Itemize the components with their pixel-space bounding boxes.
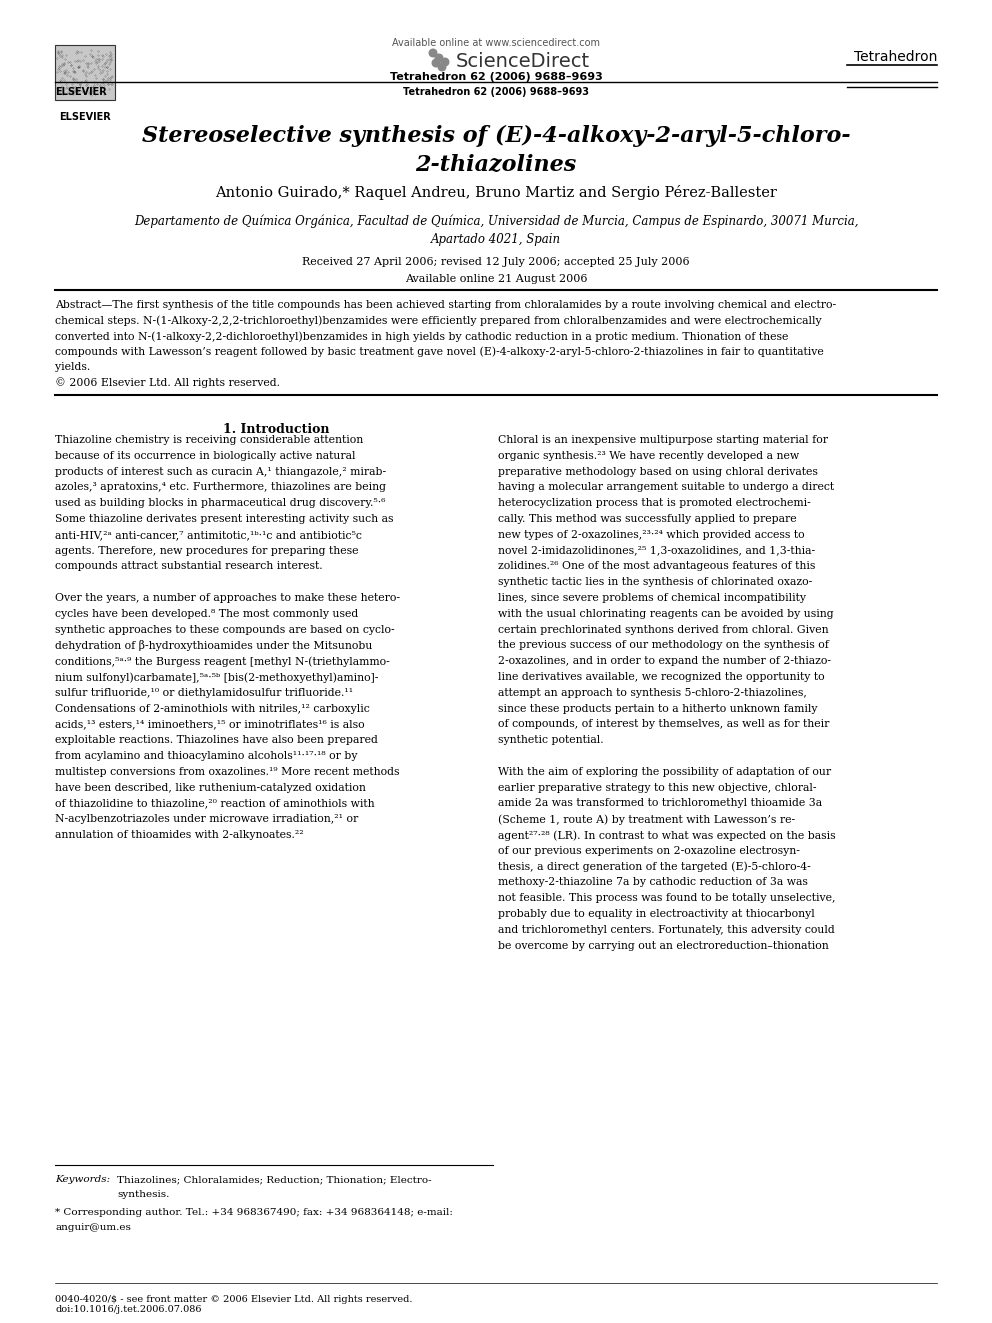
Text: 0040-4020/$ - see front matter © 2006 Elsevier Ltd. All rights reserved.
doi:10.: 0040-4020/$ - see front matter © 2006 El… (55, 1295, 413, 1314)
Text: azoles,³ apratoxins,⁴ etc. Furthermore, thiazolines are being: azoles,³ apratoxins,⁴ etc. Furthermore, … (55, 483, 386, 492)
Text: (Scheme 1, route A) by treatment with Lawesson’s re-: (Scheme 1, route A) by treatment with La… (498, 814, 796, 824)
Text: Antonio Guirado,* Raquel Andreu, Bruno Martiz and Sergio Pérez-Ballester: Antonio Guirado,* Raquel Andreu, Bruno M… (215, 185, 777, 200)
Text: attempt an approach to synthesis 5-chloro-2-thiazolines,: attempt an approach to synthesis 5-chlor… (498, 688, 806, 697)
Text: agents. Therefore, new procedures for preparing these: agents. Therefore, new procedures for pr… (55, 545, 358, 556)
Text: Condensations of 2-aminothiols with nitriles,¹² carboxylic: Condensations of 2-aminothiols with nitr… (55, 704, 370, 713)
Text: Over the years, a number of approaches to make these hetero-: Over the years, a number of approaches t… (55, 593, 400, 603)
Text: synthetic tactic lies in the synthesis of chlorinated oxazo-: synthetic tactic lies in the synthesis o… (498, 577, 812, 587)
Circle shape (430, 49, 436, 57)
Text: be overcome by carrying out an electroreduction–thionation: be overcome by carrying out an electrore… (498, 941, 828, 951)
Text: compounds with Lawesson’s reagent followed by basic treatment gave novel (E)-4-a: compounds with Lawesson’s reagent follow… (55, 347, 823, 357)
Text: chemical steps. N-(1-Alkoxy-2,2,2-trichloroethyl)benzamides were efficiently pre: chemical steps. N-(1-Alkoxy-2,2,2-trichl… (55, 315, 821, 325)
Text: novel 2-imidazolidinones,²⁵ 1,3-oxazolidines, and 1,3-thia-: novel 2-imidazolidinones,²⁵ 1,3-oxazolid… (498, 545, 815, 556)
Text: Available online at www.sciencedirect.com: Available online at www.sciencedirect.co… (392, 38, 600, 48)
Text: and trichloromethyl centers. Fortunately, this adversity could: and trichloromethyl centers. Fortunately… (498, 925, 834, 935)
Text: ScienceDirect: ScienceDirect (456, 52, 590, 71)
Text: conditions,⁵ᵃ·⁹ the Burgess reagent [methyl N-(triethylammo-: conditions,⁵ᵃ·⁹ the Burgess reagent [met… (55, 656, 390, 667)
Text: of compounds, of interest by themselves, as well as for their: of compounds, of interest by themselves,… (498, 720, 829, 729)
Text: cally. This method was successfully applied to prepare: cally. This method was successfully appl… (498, 515, 797, 524)
Text: annulation of thioamides with 2-alkynoates.²²: annulation of thioamides with 2-alkynoat… (55, 830, 304, 840)
Text: methoxy-2-thiazoline 7a by cathodic reduction of 3a was: methoxy-2-thiazoline 7a by cathodic redu… (498, 877, 807, 888)
Text: from acylamino and thioacylamino alcohols¹¹·¹⁷·¹⁸ or by: from acylamino and thioacylamino alcohol… (55, 751, 357, 761)
Text: lines, since severe problems of chemical incompatibility: lines, since severe problems of chemical… (498, 593, 806, 603)
Text: Thiazoline chemistry is receiving considerable attention: Thiazoline chemistry is receiving consid… (55, 435, 363, 445)
Text: organic synthesis.²³ We have recently developed a new: organic synthesis.²³ We have recently de… (498, 451, 800, 460)
Text: line derivatives available, we recognized the opportunity to: line derivatives available, we recognize… (498, 672, 824, 681)
Text: synthesis.: synthesis. (117, 1189, 170, 1199)
Text: of thiazolidine to thiazoline,²⁰ reaction of aminothiols with: of thiazolidine to thiazoline,²⁰ reactio… (55, 798, 375, 808)
Text: not feasible. This process was found to be totally unselective,: not feasible. This process was found to … (498, 893, 835, 904)
Text: having a molecular arrangement suitable to undergo a direct: having a molecular arrangement suitable … (498, 483, 834, 492)
Text: dehydration of β-hydroxythioamides under the Mitsunobu: dehydration of β-hydroxythioamides under… (55, 640, 372, 651)
Text: because of its occurrence in biologically active natural: because of its occurrence in biologicall… (55, 451, 355, 460)
Text: converted into N-(1-alkoxy-2,2-dichloroethyl)benzamides in high yields by cathod: converted into N-(1-alkoxy-2,2-dichloroe… (55, 331, 789, 341)
Text: © 2006 Elsevier Ltd. All rights reserved.: © 2006 Elsevier Ltd. All rights reserved… (55, 377, 280, 388)
Text: N-acylbenzotriazoles under microwave irradiation,²¹ or: N-acylbenzotriazoles under microwave irr… (55, 814, 358, 824)
Text: probably due to equality in electroactivity at thiocarbonyl: probably due to equality in electroactiv… (498, 909, 814, 919)
Text: Tetrahedron: Tetrahedron (854, 50, 937, 64)
Text: 1. Introduction: 1. Introduction (223, 423, 329, 437)
Text: cycles have been developed.⁸ The most commonly used: cycles have been developed.⁸ The most co… (55, 609, 358, 619)
Text: the previous success of our methodology on the synthesis of: the previous success of our methodology … (498, 640, 829, 651)
Text: Departamento de Química Orgánica, Facultad de Química, Universidad de Murcia, Ca: Departamento de Química Orgánica, Facult… (134, 216, 858, 229)
Text: ELSEVIER: ELSEVIER (55, 87, 107, 97)
Text: used as building blocks in pharmaceutical drug discovery.⁵·⁶: used as building blocks in pharmaceutica… (55, 499, 385, 508)
Text: agent²⁷·²⁸ (LR). In contrast to what was expected on the basis: agent²⁷·²⁸ (LR). In contrast to what was… (498, 830, 835, 840)
Text: acids,¹³ esters,¹⁴ iminoethers,¹⁵ or iminotriflates¹⁶ is also: acids,¹³ esters,¹⁴ iminoethers,¹⁵ or imi… (55, 720, 365, 729)
Text: ELSEVIER: ELSEVIER (60, 112, 111, 122)
Text: thesis, a direct generation of the targeted (E)-5-chloro-4-: thesis, a direct generation of the targe… (498, 861, 810, 872)
Text: amide 2a was transformed to trichloromethyl thioamide 3a: amide 2a was transformed to trichloromet… (498, 798, 822, 808)
Text: With the aim of exploring the possibility of adaptation of our: With the aim of exploring the possibilit… (498, 767, 831, 777)
Circle shape (441, 58, 448, 66)
Text: sulfur trifluoride,¹⁰ or diethylamidosulfur trifluoride.¹¹: sulfur trifluoride,¹⁰ or diethylamidosul… (55, 688, 353, 697)
Text: since these products pertain to a hitherto unknown family: since these products pertain to a hither… (498, 704, 817, 713)
Text: certain prechlorinated synthons derived from chloral. Given: certain prechlorinated synthons derived … (498, 624, 828, 635)
Text: with the usual chlorinating reagents can be avoided by using: with the usual chlorinating reagents can… (498, 609, 833, 619)
Bar (55, 45, 115, 101)
Text: Some thiazoline derivates present interesting activity such as: Some thiazoline derivates present intere… (55, 515, 394, 524)
Text: * Corresponding author. Tel.: +34 968367490; fax: +34 968364148; e-mail:: * Corresponding author. Tel.: +34 968367… (55, 1208, 453, 1217)
Circle shape (433, 60, 439, 66)
Text: anguir@um.es: anguir@um.es (55, 1222, 131, 1232)
Circle shape (435, 54, 442, 62)
Text: Apartado 4021, Spain: Apartado 4021, Spain (431, 233, 561, 246)
Text: Thiazolines; Chloralamides; Reduction; Thionation; Electro-: Thiazolines; Chloralamides; Reduction; T… (117, 1175, 432, 1184)
Text: nium sulfonyl)carbamate],⁵ᵃ·⁵ᵇ [bis(2-methoxyethyl)amino]-: nium sulfonyl)carbamate],⁵ᵃ·⁵ᵇ [bis(2-me… (55, 672, 378, 683)
Text: Chloral is an inexpensive multipurpose starting material for: Chloral is an inexpensive multipurpose s… (498, 435, 828, 445)
Text: Tetrahedron 62 (2006) 9688–9693: Tetrahedron 62 (2006) 9688–9693 (403, 87, 589, 97)
Text: Stereoselective synthesis of (E)-4-alkoxy-2-aryl-5-chloro-: Stereoselective synthesis of (E)-4-alkox… (142, 124, 850, 147)
Text: 2-oxazolines, and in order to expand the number of 2-thiazo-: 2-oxazolines, and in order to expand the… (498, 656, 831, 667)
Text: compounds attract substantial research interest.: compounds attract substantial research i… (55, 561, 322, 572)
Text: synthetic approaches to these compounds are based on cyclo-: synthetic approaches to these compounds … (55, 624, 395, 635)
Text: exploitable reactions. Thiazolines have also been prepared: exploitable reactions. Thiazolines have … (55, 736, 378, 745)
Text: Available online 21 August 2006: Available online 21 August 2006 (405, 274, 587, 284)
Text: have been described, like ruthenium-catalyzed oxidation: have been described, like ruthenium-cata… (55, 783, 366, 792)
Text: anti-HIV,²ᵃ anti-cancer,⁷ antimitotic,¹ᵇ·¹c and antibiotic⁵c: anti-HIV,²ᵃ anti-cancer,⁷ antimitotic,¹ᵇ… (55, 529, 362, 540)
Text: of our previous experiments on 2-oxazoline electrosyn-: of our previous experiments on 2-oxazoli… (498, 845, 800, 856)
Text: heterocyclization process that is promoted electrochemi-: heterocyclization process that is promot… (498, 499, 810, 508)
Text: new types of 2-oxazolines,²³·²⁴ which provided access to: new types of 2-oxazolines,²³·²⁴ which pr… (498, 529, 805, 540)
Text: Abstract—The first synthesis of the title compounds has been achieved starting f: Abstract—The first synthesis of the titl… (55, 300, 836, 310)
Text: earlier preparative strategy to this new objective, chloral-: earlier preparative strategy to this new… (498, 783, 816, 792)
Text: yields.: yields. (55, 363, 90, 372)
Text: Received 27 April 2006; revised 12 July 2006; accepted 25 July 2006: Received 27 April 2006; revised 12 July … (303, 257, 689, 267)
Text: 2-thiazolines: 2-thiazolines (416, 153, 576, 175)
Text: synthetic potential.: synthetic potential. (498, 736, 603, 745)
Text: preparative methodology based on using chloral derivates: preparative methodology based on using c… (498, 467, 817, 476)
Text: zolidines.²⁶ One of the most advantageous features of this: zolidines.²⁶ One of the most advantageou… (498, 561, 815, 572)
Text: products of interest such as curacin A,¹ thiangazole,² mirab-: products of interest such as curacin A,¹… (55, 467, 386, 476)
Text: Tetrahedron 62 (2006) 9688–9693: Tetrahedron 62 (2006) 9688–9693 (390, 71, 602, 82)
Text: multistep conversions from oxazolines.¹⁹ More recent methods: multistep conversions from oxazolines.¹⁹… (55, 767, 400, 777)
Circle shape (438, 64, 445, 71)
Text: Keywords:: Keywords: (55, 1175, 113, 1184)
